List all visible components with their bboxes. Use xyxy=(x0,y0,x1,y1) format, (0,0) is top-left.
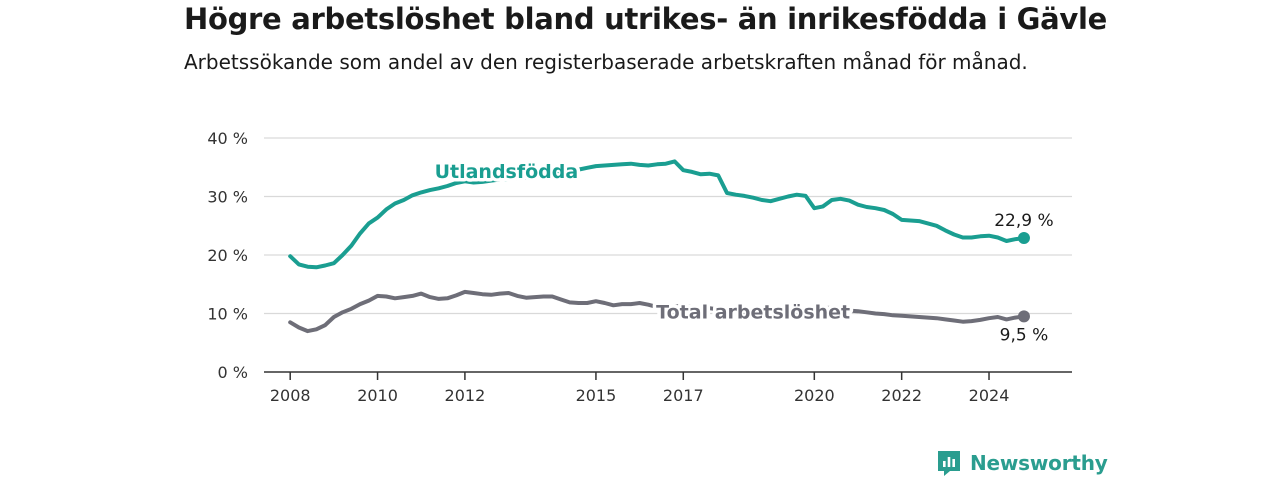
y-tick-label: 40 % xyxy=(207,129,248,148)
line-chart: 0 % 10 % 20 % 30 % 40 % 2008 2010 2012 2015 2017 2… xyxy=(207,129,1072,405)
y-tick-label: 10 % xyxy=(207,305,248,324)
x-tick-label: 2010 xyxy=(357,386,398,405)
newsworthy-logo-icon xyxy=(938,451,960,476)
series-name-label-0: Utlandsfödda xyxy=(435,161,579,183)
chart-subtitle: Arbetssökande som andel av den registerb… xyxy=(184,50,1028,74)
series-end-point-0 xyxy=(1017,232,1030,245)
newsworthy-brand[interactable]: Newsworthy xyxy=(936,448,1108,478)
x-tick-label: 2008 xyxy=(270,386,311,405)
series-line-0 xyxy=(288,159,1026,270)
chart-title: Högre arbetslöshet bland utrikes- än inr… xyxy=(184,2,1108,36)
y-tick-label: 0 % xyxy=(218,363,248,382)
y-tick-label: 20 % xyxy=(207,246,248,265)
series-labels: 22,9 % Utlandsfödda 9,5 % Total arbetslöshe… xyxy=(431,157,1054,345)
gridlines xyxy=(264,137,1072,315)
brand-name: Newsworthy xyxy=(970,451,1108,475)
y-tick-label: 30 % xyxy=(207,188,248,207)
series-end-label-1: 9,5 % xyxy=(1000,325,1049,345)
series-name-label-1: Total arbetslöshet xyxy=(656,302,850,324)
series-line-1 xyxy=(288,289,1026,334)
axes: 0 % 10 % 20 % 30 % 40 % 2008 2010 2012 2015 2017 2… xyxy=(207,129,1072,405)
x-tick-label: 2015 xyxy=(576,386,617,405)
x-tick-label: 2012 xyxy=(445,386,486,405)
x-tick-label: 2017 xyxy=(663,386,704,405)
series-lines xyxy=(288,159,1030,334)
x-tick-label: 2024 xyxy=(969,386,1010,405)
x-tick-label: 2022 xyxy=(881,386,922,405)
series-end-label-0: 22,9 % xyxy=(994,211,1053,231)
x-tick-label: 2020 xyxy=(794,386,835,405)
series-end-point-1 xyxy=(1017,310,1030,323)
